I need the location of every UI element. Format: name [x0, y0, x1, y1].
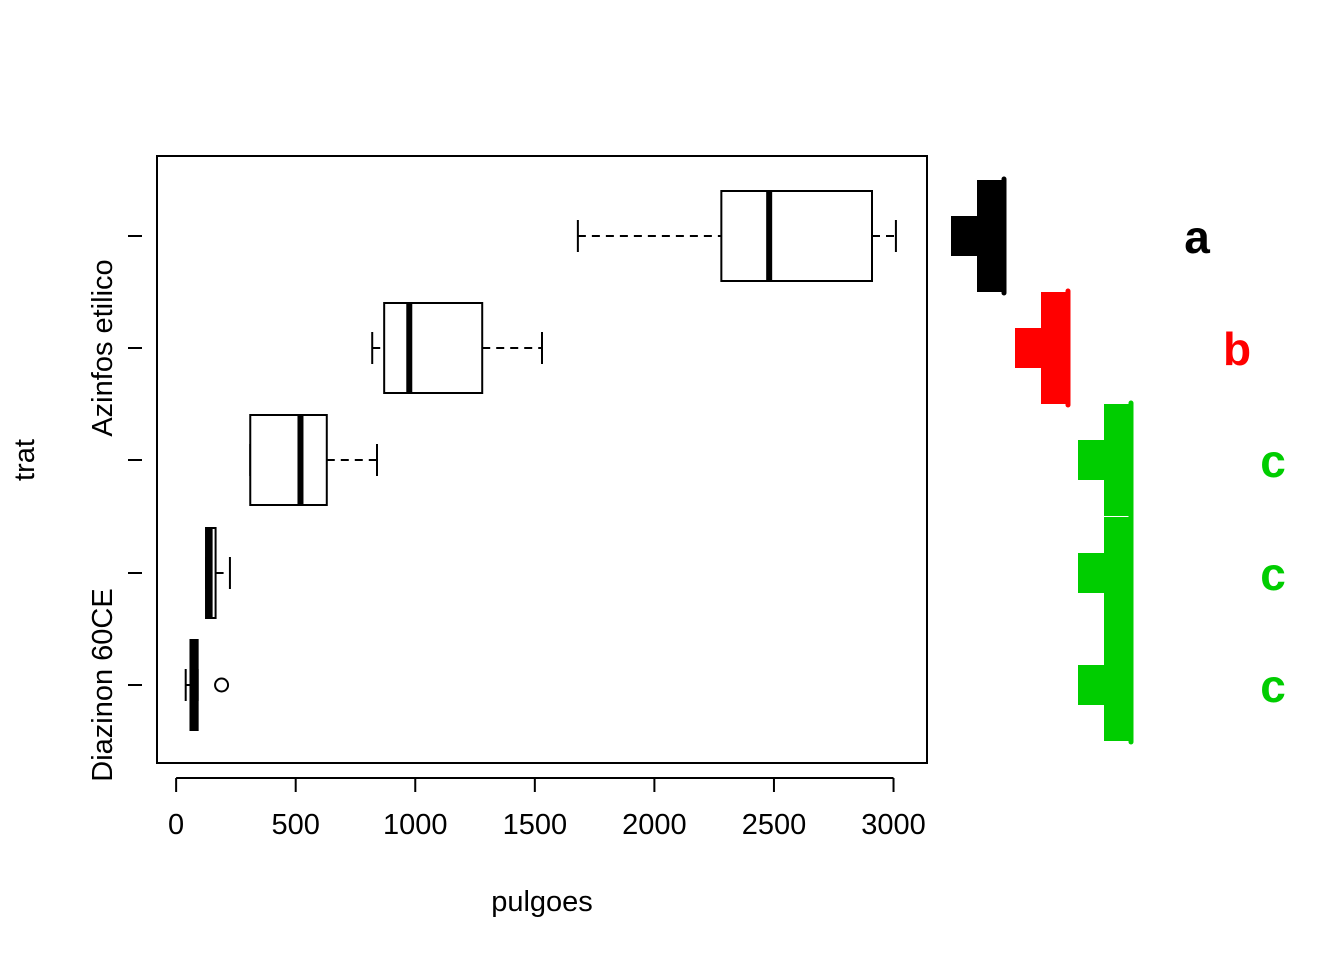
group-letter: a: [1184, 211, 1210, 263]
y-tick-label: Azinfos etilico: [87, 259, 119, 436]
group-step-outer: [1078, 440, 1105, 480]
x-tick-label: 1500: [503, 809, 568, 841]
group-step-outer: [951, 216, 978, 256]
group-letter: c: [1260, 548, 1286, 600]
group-letter: c: [1260, 435, 1286, 487]
x-tick-label: 1000: [383, 809, 448, 841]
x-tick-label: 0: [168, 809, 184, 841]
group-step-outer: [1015, 328, 1042, 368]
box-group-4: [371, 302, 543, 394]
group-step-outer: [1078, 665, 1105, 705]
group-letter: c: [1260, 660, 1286, 712]
group-step-inner: [1104, 517, 1131, 629]
group-step-inner: [977, 180, 1004, 292]
box-group-2: [205, 527, 231, 619]
plot-frame: [156, 155, 928, 764]
group-step-inner: [1104, 629, 1131, 741]
significance-group-a: a: [951, 176, 1210, 296]
significance-group-c: c c c: [1078, 400, 1286, 745]
group-letter: b: [1223, 323, 1251, 375]
x-tick-label: 500: [272, 809, 320, 841]
outlier-point: [214, 677, 230, 693]
y-axis-label: trat: [9, 439, 41, 481]
x-axis-label: pulgoes: [491, 886, 593, 918]
group-step-inner: [1104, 404, 1131, 516]
box: [249, 414, 328, 506]
box-group-5: [576, 190, 897, 282]
box-group-1: [184, 639, 230, 731]
group-step-inner: [1041, 292, 1068, 404]
x-tick-label: 2500: [742, 809, 807, 841]
box: [383, 302, 484, 394]
group-step-outer: [1078, 553, 1105, 593]
y-tick-label: Diazinon 60CE: [87, 588, 119, 781]
box-group-3: [249, 414, 378, 506]
box: [720, 190, 874, 282]
x-tick-label: 2000: [622, 809, 687, 841]
significance-group-b: b: [1015, 288, 1251, 408]
x-tick-label: 3000: [861, 809, 926, 841]
